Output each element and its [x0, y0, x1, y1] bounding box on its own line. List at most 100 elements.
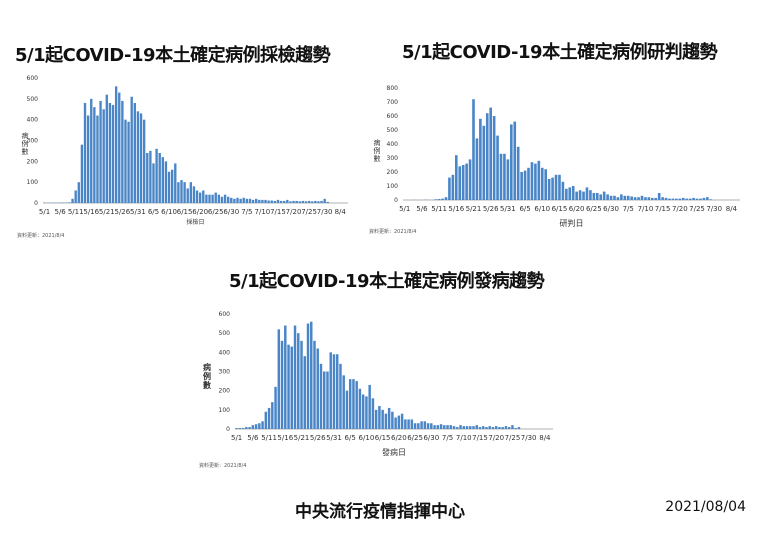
bar [86, 115, 90, 203]
bar [242, 197, 245, 203]
x-tick-label: 7/10 [638, 205, 654, 213]
y-tick-label: 300 [387, 155, 399, 162]
x-tick-label: 6/20 [569, 205, 585, 213]
bar [499, 153, 503, 200]
bar [441, 198, 444, 200]
bar [452, 426, 456, 430]
x-tick-label: 7/25 [689, 205, 705, 213]
bar [478, 427, 482, 429]
y-tick-label: 300 [219, 369, 231, 376]
x-tick-label: 6/30 [603, 205, 619, 213]
bar [323, 198, 326, 203]
bar [444, 197, 448, 200]
bar [335, 354, 339, 429]
x-tick-label: 5/21 [294, 434, 310, 442]
y-tick-label: 200 [387, 169, 399, 176]
x-tick-label: 7/20 [672, 205, 688, 213]
x-tick-label: 7/30 [706, 205, 722, 213]
bar [446, 425, 449, 429]
bar [616, 197, 620, 200]
bar [267, 407, 271, 429]
bar [644, 197, 647, 200]
y-tick-label: 500 [27, 96, 39, 103]
bar [205, 194, 208, 203]
bar [368, 384, 371, 429]
bar [149, 150, 152, 203]
bar [491, 427, 495, 429]
bar [517, 427, 521, 429]
bar [540, 167, 544, 200]
bar [413, 423, 417, 429]
bar [329, 352, 332, 429]
bar [592, 193, 596, 200]
x-tick-label: 5/6 [416, 205, 428, 213]
bar [599, 194, 603, 200]
x-tick-label: 5/26 [483, 205, 499, 213]
bar [472, 426, 475, 430]
bar [501, 427, 504, 429]
bar [313, 340, 316, 429]
y-tick-label: 100 [27, 179, 39, 186]
bar [286, 199, 289, 204]
bar [361, 394, 365, 429]
bar [74, 190, 77, 203]
bar [475, 138, 479, 200]
bar [273, 200, 277, 203]
x-tick-label: 7/15 [655, 205, 671, 213]
bar [496, 135, 499, 200]
x-tick-label: 7/5 [623, 205, 634, 213]
bar [459, 425, 462, 429]
bar [105, 94, 108, 203]
bar [709, 199, 713, 200]
y-tick-label: 0 [34, 200, 38, 207]
x-tick-label: 5/21 [466, 205, 482, 213]
bar [465, 426, 469, 430]
bar [287, 344, 290, 429]
bar [498, 427, 501, 429]
y-tick-label: 600 [27, 75, 39, 82]
y-tick-label: 400 [27, 117, 39, 124]
chart-3-title: 5/1起COVID-19本土確定病例發病趨勢 [229, 271, 545, 292]
bar [136, 111, 140, 203]
x-tick-label: 5/16 [448, 205, 464, 213]
bar [133, 103, 136, 203]
x-tick-label: 6/10 [534, 205, 550, 213]
x-tick-label: 6/15 [552, 205, 568, 213]
y-axis-title-char: 例 [22, 139, 29, 148]
x-tick-label: 7/10 [255, 208, 271, 216]
x-tick-label: 5/11 [68, 208, 84, 216]
bar [202, 190, 205, 203]
bar [261, 199, 264, 204]
x-tick-label: 5/26 [310, 434, 326, 442]
bar [657, 193, 661, 200]
x-tick-label: 7/20 [488, 434, 504, 442]
bar [251, 425, 255, 429]
x-axis-title: 研判日 [560, 218, 584, 228]
bar [571, 186, 575, 200]
bar [276, 199, 280, 204]
x-tick-label: 6/5 [345, 434, 356, 442]
x-tick-label: 7/25 [505, 434, 521, 442]
y-tick-label: 600 [387, 113, 399, 120]
x-tick-label: 5/31 [500, 205, 516, 213]
bar [146, 153, 149, 203]
bar [303, 356, 306, 429]
footer-date: 2021/08/04 [665, 499, 746, 515]
bar [404, 419, 407, 429]
bar [675, 198, 678, 200]
bar [274, 386, 277, 429]
bar [514, 428, 517, 429]
bar [102, 109, 105, 203]
bar [114, 86, 118, 203]
bar [189, 182, 193, 203]
bar [397, 415, 401, 429]
bar [345, 390, 349, 429]
bar [688, 198, 692, 200]
bar [264, 199, 267, 204]
footer-organization: 中央流行疫情指揮中心 [295, 502, 465, 522]
y-tick-label: 400 [219, 349, 231, 356]
bar [695, 198, 699, 200]
bar [384, 413, 388, 429]
bar [217, 194, 221, 203]
bar [423, 421, 427, 429]
